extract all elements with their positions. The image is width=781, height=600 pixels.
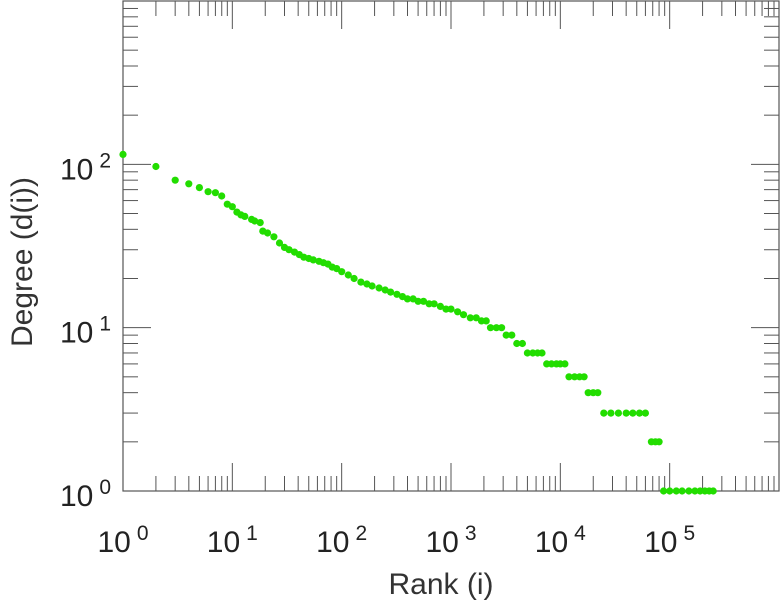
data-point xyxy=(600,409,608,417)
x-axis-title: Rank (i) xyxy=(388,568,493,600)
data-point xyxy=(709,487,717,495)
x-tick-label: 10 0 xyxy=(97,522,148,559)
data-point xyxy=(436,302,444,310)
data-point xyxy=(492,324,500,332)
data-point xyxy=(119,150,127,158)
data-point xyxy=(211,189,219,197)
tick-labels: 10 0 10 1 10 2 10 3 10 4 10 5 10 0 10 1 10 2 xyxy=(60,149,695,559)
data-point xyxy=(454,308,462,316)
data-point xyxy=(523,349,532,357)
plot-frame xyxy=(122,0,780,492)
data-point xyxy=(204,188,212,196)
data-point xyxy=(344,271,352,279)
data-point xyxy=(678,487,686,495)
axis-ticks xyxy=(122,1,779,492)
y-tick-label: 10 2 xyxy=(60,149,111,186)
data-point xyxy=(571,373,579,381)
data-point xyxy=(482,317,490,325)
data-point xyxy=(561,360,569,368)
data-point xyxy=(228,203,236,211)
data-point xyxy=(538,349,546,357)
data-point xyxy=(691,487,699,495)
data-point xyxy=(607,409,615,417)
data-point xyxy=(442,305,450,313)
data-point xyxy=(594,389,602,397)
data-point xyxy=(508,331,516,339)
data-point xyxy=(518,339,527,348)
data-point xyxy=(241,212,249,220)
data-point xyxy=(614,409,623,417)
y-axis-title: Degree (d(i)) xyxy=(6,177,39,347)
data-point xyxy=(660,487,668,495)
x-tick-label: 10 5 xyxy=(644,522,695,559)
data-point xyxy=(502,331,510,339)
data-point xyxy=(414,297,422,305)
data-point xyxy=(655,438,663,446)
data-point xyxy=(309,256,317,264)
data-point xyxy=(486,324,495,332)
data-point xyxy=(357,278,365,286)
data-point xyxy=(375,284,383,292)
y-tick-label: 10 1 xyxy=(60,313,111,350)
data-point xyxy=(672,487,680,495)
data-point xyxy=(171,176,179,184)
data-point xyxy=(368,282,376,290)
data-point xyxy=(565,373,573,381)
x-tick-label: 10 2 xyxy=(316,522,367,559)
data-point xyxy=(580,373,588,381)
data-point xyxy=(635,409,644,417)
data-point xyxy=(466,314,474,322)
y-tick-label: 10 0 xyxy=(60,476,111,513)
data-point xyxy=(498,324,506,332)
data-point xyxy=(419,297,428,305)
x-tick-label: 10 4 xyxy=(535,522,586,559)
data-point xyxy=(513,339,521,348)
data-point xyxy=(641,409,650,417)
data-point xyxy=(285,246,293,254)
data-point xyxy=(338,268,346,276)
data-point xyxy=(425,300,433,308)
data-point xyxy=(447,305,455,313)
data-point xyxy=(275,239,284,247)
data-point xyxy=(185,180,193,188)
x-tick-label: 10 3 xyxy=(425,522,476,559)
x-tick-label: 10 1 xyxy=(207,522,258,559)
data-point xyxy=(381,286,389,294)
data-point xyxy=(472,314,480,322)
data-point xyxy=(459,311,468,319)
data-point xyxy=(393,290,401,298)
data-point xyxy=(622,409,630,417)
data-point xyxy=(152,162,160,171)
data-points xyxy=(119,150,717,495)
data-point xyxy=(629,409,637,417)
data-point xyxy=(195,184,203,192)
data-point xyxy=(256,219,264,227)
data-point xyxy=(685,487,693,495)
data-point xyxy=(264,229,272,237)
data-point xyxy=(350,274,358,283)
data-point xyxy=(430,300,438,308)
data-point xyxy=(270,233,278,241)
data-point xyxy=(218,192,226,200)
data-point xyxy=(251,217,259,225)
data-point xyxy=(666,487,674,495)
data-point xyxy=(403,295,412,303)
data-point xyxy=(584,389,592,397)
data-point xyxy=(387,288,395,296)
